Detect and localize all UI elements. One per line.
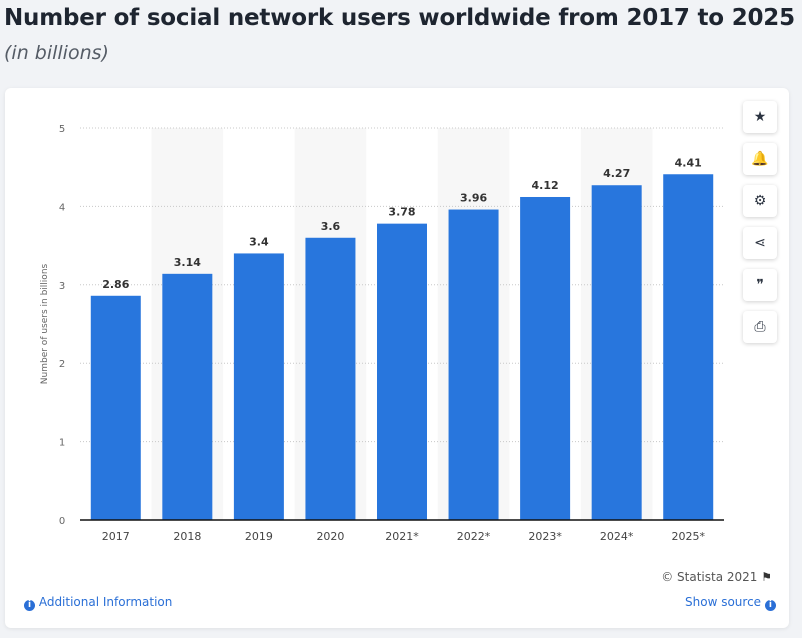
- y-tick-label: 1: [59, 438, 65, 449]
- gear-icon[interactable]: ⚙: [743, 185, 777, 217]
- data-label: 3.14: [174, 256, 201, 269]
- data-label: 3.6: [321, 220, 341, 233]
- bar[interactable]: [305, 237, 356, 520]
- data-label: 4.12: [532, 179, 559, 192]
- y-tick-label: 4: [59, 202, 65, 213]
- bar[interactable]: [591, 185, 642, 520]
- x-tick-label: 2017: [102, 530, 130, 543]
- page-title: Number of social network users worldwide…: [4, 5, 795, 31]
- credit-text: © Statista 2021: [661, 570, 758, 584]
- show-source-label: Show source: [685, 595, 762, 609]
- data-label: 4.41: [675, 156, 702, 169]
- page-subtitle: (in billions): [4, 42, 109, 64]
- data-label: 3.4: [249, 235, 269, 248]
- x-tick-label: 2021*: [385, 530, 419, 543]
- flag-icon[interactable]: ⚑: [761, 570, 772, 584]
- star-icon[interactable]: ★: [743, 101, 777, 133]
- x-tick-label: 2024*: [600, 530, 634, 543]
- y-tick-label: 2: [59, 359, 65, 370]
- x-tick-label: 2020: [316, 530, 344, 543]
- info-icon: i: [24, 600, 35, 611]
- share-icon[interactable]: ⋖: [743, 227, 777, 259]
- additional-information-link[interactable]: i Additional Information: [24, 595, 172, 611]
- bell-icon[interactable]: 🔔: [743, 143, 777, 175]
- statista-credit: © Statista 2021 ⚑: [661, 570, 772, 584]
- bar[interactable]: [448, 209, 499, 520]
- bar[interactable]: [520, 196, 571, 520]
- quote-icon[interactable]: ❞: [743, 269, 777, 301]
- x-tick-label: 2025*: [671, 530, 705, 543]
- bar[interactable]: [663, 174, 714, 521]
- y-tick-label: 0: [59, 516, 65, 527]
- data-label: 4.27: [603, 167, 630, 180]
- bar[interactable]: [162, 273, 213, 520]
- x-tick-label: 2023*: [528, 530, 562, 543]
- data-label: 2.86: [102, 278, 129, 291]
- x-tick-label: 2022*: [457, 530, 491, 543]
- bar[interactable]: [233, 253, 284, 520]
- y-tick-label: 5: [59, 124, 65, 135]
- data-label: 3.96: [460, 192, 487, 205]
- info-icon: i: [764, 600, 776, 611]
- print-icon[interactable]: ⎙: [743, 311, 777, 343]
- data-label: 3.78: [388, 206, 415, 219]
- bar[interactable]: [90, 295, 141, 520]
- y-axis-label: Number of users in billions: [40, 263, 50, 384]
- show-source-link[interactable]: Show source i: [685, 595, 776, 611]
- bar[interactable]: [377, 223, 427, 520]
- x-tick-label: 2019: [245, 530, 273, 543]
- additional-information-label: Additional Information: [38, 595, 173, 609]
- y-tick-label: 3: [59, 281, 65, 292]
- x-tick-label: 2018: [173, 530, 201, 543]
